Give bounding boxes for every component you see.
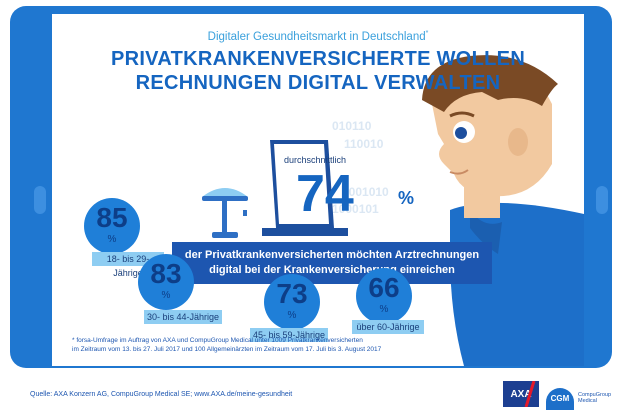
binary-text-3: 0001010 xyxy=(342,185,389,199)
person-ear xyxy=(508,128,528,156)
source-text: Quelle: AXA Konzern AG, CompuGroup Medic… xyxy=(30,391,293,398)
statement-line-1: der Privatkrankenversicherten möchten Ar… xyxy=(184,249,480,261)
cgm-logo-text: CompuGroup Medical xyxy=(578,392,611,404)
person-hair xyxy=(422,55,558,112)
tablet-screen: 010110 110010 0001010 1000101 xyxy=(52,14,584,366)
bubble-value: 66 xyxy=(368,272,400,303)
statement-line-2: digital bei der Krankenversicherung einr… xyxy=(209,264,455,276)
bubble-4: 66% xyxy=(356,268,412,324)
axa-logo-slash xyxy=(524,381,536,407)
bubble-value: 73 xyxy=(276,278,308,309)
person-eyebrow xyxy=(449,111,475,118)
binary-text-4: 1000101 xyxy=(332,202,379,216)
age-group-label: über 60-Jährige xyxy=(352,320,424,334)
cgm-logo-text-2: Medical xyxy=(578,398,597,404)
average-value: 74 xyxy=(296,165,354,223)
subtitle-footnote-mark: * xyxy=(425,30,429,37)
age-group-label: 45- bis 59-Jährige xyxy=(250,328,328,342)
lamp-rim xyxy=(202,196,248,201)
statement-box: der Privatkrankenversicherten möchten Ar… xyxy=(172,242,492,284)
subtitle: Digitaler Gesundheitsmarkt in Deutschlan… xyxy=(207,30,429,43)
lamp-shade xyxy=(202,188,248,197)
title-line-2: RECHNUNGEN DIGITAL VERWALTEN xyxy=(135,72,501,94)
title-line-1: PRIVATKRANKENVERSICHERTE WOLLEN xyxy=(110,48,526,70)
binary-text-2: 110010 xyxy=(344,137,384,151)
tablet-button-right xyxy=(596,186,608,214)
lamp-base xyxy=(212,232,238,238)
bubble-3: 73% xyxy=(264,274,320,330)
tablet-camera-left xyxy=(34,186,46,214)
average-unit: % xyxy=(398,188,415,208)
lamp-stand xyxy=(222,201,227,235)
age-group-label: 30- bis 44-Jährige xyxy=(144,310,222,324)
cgm-logo-text-1: CompuGroup xyxy=(578,392,612,398)
person-pupil xyxy=(455,127,467,139)
bubble-unit: % xyxy=(161,290,171,301)
bubble-value: 83 xyxy=(150,258,182,289)
bubble-unit: % xyxy=(379,304,389,315)
binary-text-1: 010110 xyxy=(332,119,372,133)
bubble-2: 83% xyxy=(138,254,194,310)
bubble-unit: % xyxy=(287,310,297,321)
person-collar xyxy=(470,210,502,254)
average-prefix: durchschnittlich xyxy=(284,155,347,165)
bubble-unit: % xyxy=(107,234,117,245)
person-mouth xyxy=(449,169,469,175)
illustration: 010110 110010 0001010 1000101 xyxy=(202,55,584,366)
cgm-logo: CGM xyxy=(546,388,574,410)
bubble-1: 85% xyxy=(84,198,140,254)
bubble-value: 85 xyxy=(96,202,128,233)
footnote-line-2: im Zeitraum vom 13. bis 27. Juli 2017 un… xyxy=(72,346,382,353)
footnote-line-1: * forsa-Umfrage im Auftrag von AXA und C… xyxy=(72,337,363,344)
laptop-base xyxy=(262,228,348,236)
lamp-switch xyxy=(243,210,247,216)
laptop-screen-inner xyxy=(274,144,329,224)
